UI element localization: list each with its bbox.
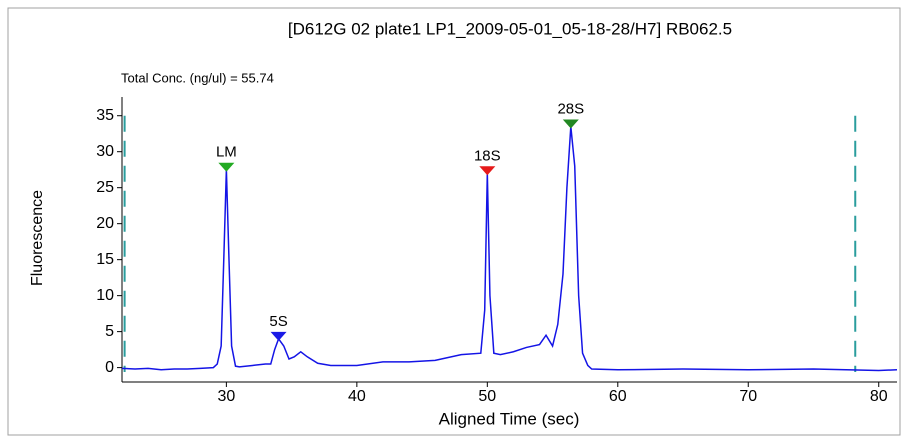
- peak-label: 18S: [474, 147, 501, 164]
- peak-label: LM: [216, 144, 237, 161]
- peak-marker: [562, 119, 579, 129]
- x-tick-label: 60: [609, 388, 627, 405]
- annotation: Total Conc. (ng/ul) = 55.74: [121, 70, 274, 85]
- y-tick-label: 10: [96, 287, 114, 304]
- y-tick-label: 25: [96, 179, 114, 196]
- y-tick-label: 5: [105, 323, 114, 340]
- trace: [121, 126, 898, 372]
- y-tick-label: 0: [105, 359, 114, 376]
- peak-marker: [218, 162, 235, 172]
- frame: [7, 7, 901, 436]
- y-tick-label: 15: [96, 251, 114, 268]
- peak-marker: [270, 331, 287, 341]
- x-axis-label: Aligned Time (sec): [439, 409, 580, 428]
- x-tick-label: 70: [739, 388, 757, 405]
- x-tick-label: 80: [870, 388, 888, 405]
- x-tick-label: 50: [478, 388, 496, 405]
- peak-marker: [479, 166, 496, 176]
- peak-label: 5S: [269, 313, 287, 330]
- x-tick-label: 30: [217, 388, 235, 405]
- y-tick-label: 35: [96, 107, 114, 124]
- y-tick-label: 30: [96, 143, 114, 160]
- peak-label: 28S: [557, 100, 584, 117]
- x-tick-label: 40: [348, 388, 366, 405]
- y-axis-label: Fluorescence: [29, 190, 46, 286]
- chart-title: [D612G 02 plate1 LP1_2009-05-01_05-18-28…: [288, 19, 732, 38]
- y-tick-label: 20: [96, 215, 114, 232]
